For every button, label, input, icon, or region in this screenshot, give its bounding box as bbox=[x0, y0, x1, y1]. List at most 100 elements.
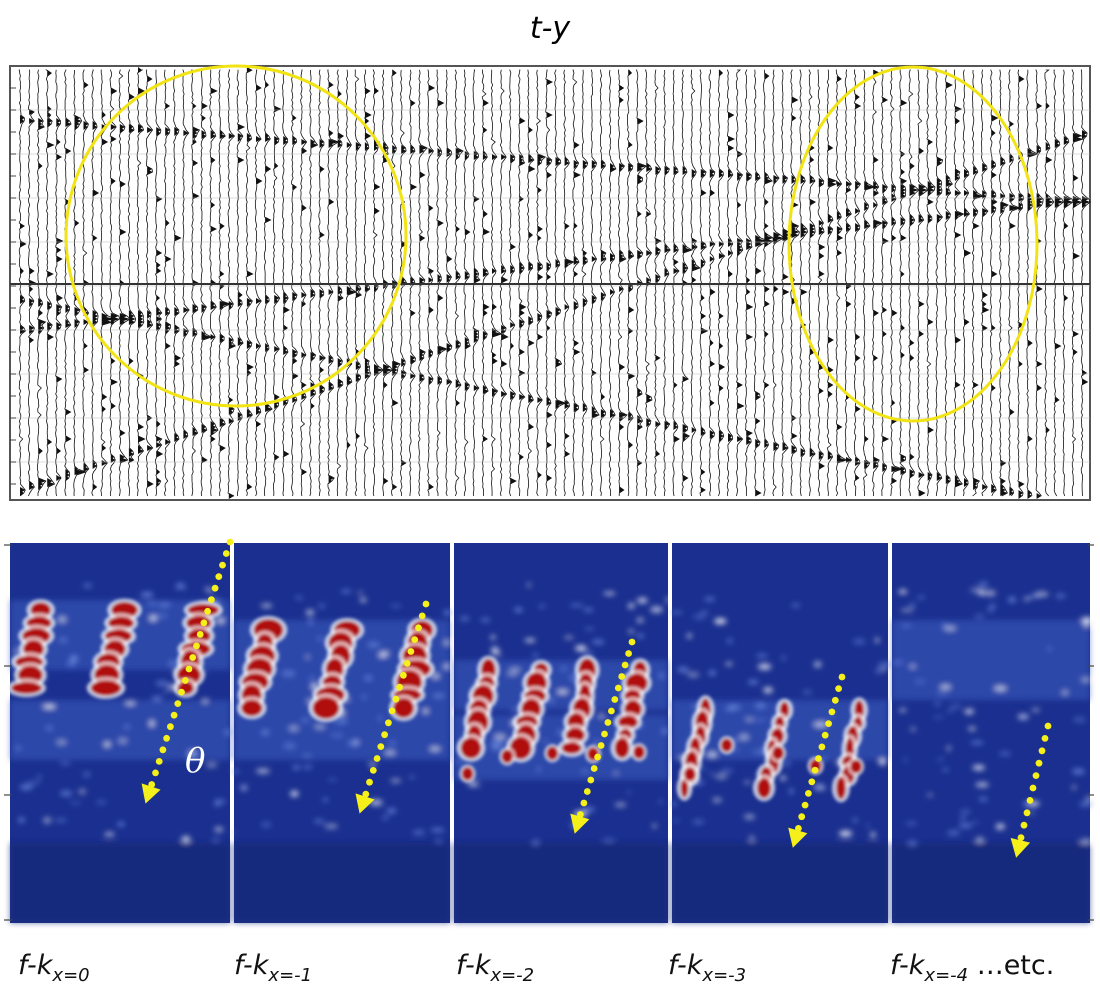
seismic-trace bbox=[436, 69, 448, 496]
seismic-trace bbox=[291, 69, 299, 497]
noise-speckle bbox=[699, 610, 709, 615]
seismic-trace bbox=[944, 69, 953, 497]
seismic-trace bbox=[472, 69, 481, 497]
trace-peak-fill bbox=[737, 151, 744, 442]
noise-speckle bbox=[970, 820, 980, 825]
arrow-dot bbox=[580, 799, 588, 807]
energy-blob bbox=[680, 778, 689, 798]
noise-speckle bbox=[958, 823, 973, 829]
energy-band bbox=[10, 700, 230, 760]
arrow-dot bbox=[193, 642, 200, 650]
trace-peak-fill bbox=[746, 172, 753, 445]
noise-speckle bbox=[493, 734, 506, 740]
trace-peak-fill bbox=[1072, 133, 1084, 355]
seismic-section bbox=[9, 64, 1091, 501]
trace-peak-fill bbox=[174, 127, 181, 442]
arrow-dot bbox=[811, 766, 819, 774]
seismic-trace bbox=[590, 69, 600, 497]
noise-speckle bbox=[972, 765, 985, 771]
seismic-trace bbox=[390, 69, 401, 497]
noise-speckle bbox=[155, 680, 169, 687]
seismic-trace bbox=[236, 69, 246, 496]
seismic-trace bbox=[18, 69, 27, 497]
seismic-trace bbox=[118, 69, 131, 497]
noise-speckle bbox=[208, 587, 213, 594]
bottom-axis-ticks bbox=[4, 544, 1094, 921]
noise-speckle bbox=[54, 818, 67, 823]
trace-peak-fill bbox=[110, 88, 120, 463]
noise-speckle bbox=[707, 751, 718, 759]
trace-peak-fill bbox=[991, 115, 998, 493]
arrow-head bbox=[570, 813, 590, 834]
noise-speckle bbox=[1081, 617, 1093, 623]
arrow-dot bbox=[407, 648, 415, 655]
noise-speckle bbox=[309, 675, 316, 682]
seismic-trace bbox=[127, 69, 137, 497]
noise-speckle bbox=[308, 618, 313, 625]
noise-speckle bbox=[878, 758, 887, 766]
noise-speckle bbox=[490, 741, 504, 748]
arrow-dot bbox=[828, 708, 836, 716]
noise-speckle bbox=[423, 708, 429, 714]
noise-speckle bbox=[140, 591, 154, 598]
trace-peak-fill bbox=[619, 85, 628, 493]
trace-peak-fill bbox=[700, 169, 708, 493]
noise-speckle bbox=[909, 664, 917, 669]
arrow-dot bbox=[1035, 759, 1043, 767]
noise-speckle bbox=[290, 790, 299, 797]
trace-peak-fill bbox=[310, 139, 318, 409]
noise-speckle bbox=[323, 797, 328, 802]
noise-speckle bbox=[158, 602, 171, 608]
seismic-trace bbox=[799, 69, 808, 497]
arrow-dot bbox=[1020, 821, 1028, 829]
arrow-dot bbox=[170, 711, 178, 719]
noise-speckle bbox=[598, 714, 605, 718]
fk-panel bbox=[231, 543, 453, 923]
trace-peak-fill bbox=[573, 142, 580, 412]
seismic-trace bbox=[454, 69, 464, 497]
trace-peak-fill bbox=[292, 115, 298, 403]
noise-speckle bbox=[781, 654, 786, 662]
noise-speckle bbox=[865, 822, 870, 828]
noise-speckle bbox=[613, 771, 619, 776]
energy-blob bbox=[720, 738, 733, 753]
noise-speckle bbox=[19, 783, 33, 791]
noise-speckle bbox=[756, 654, 768, 658]
noise-speckle bbox=[670, 610, 684, 615]
noise-speckle bbox=[223, 729, 233, 736]
trace-peak-fill bbox=[147, 76, 153, 487]
noise-speckle bbox=[936, 758, 945, 762]
trace-peak-fill bbox=[936, 157, 943, 481]
energy-blob bbox=[461, 766, 474, 781]
seismic-trace bbox=[381, 69, 394, 497]
noise-speckle bbox=[658, 672, 665, 679]
noise-speckle bbox=[314, 724, 326, 730]
noise-speckle bbox=[96, 800, 107, 805]
noise-speckle bbox=[946, 708, 955, 713]
energy-blob bbox=[90, 680, 122, 696]
seismic-trace bbox=[962, 69, 972, 497]
noise-speckle bbox=[124, 724, 130, 730]
noise-speckle bbox=[946, 830, 961, 836]
noise-speckle bbox=[429, 746, 441, 752]
arrow-dot bbox=[608, 707, 615, 715]
noise-speckle bbox=[1007, 596, 1017, 603]
noise-speckle bbox=[591, 639, 605, 645]
noise-speckle bbox=[1080, 677, 1092, 683]
seismic-trace bbox=[527, 69, 536, 496]
noise-speckle bbox=[408, 775, 416, 779]
noise-speckle bbox=[813, 721, 828, 728]
noise-speckle bbox=[491, 746, 502, 751]
noise-speckle bbox=[103, 741, 111, 748]
energy-blob bbox=[614, 737, 630, 759]
noise-speckle bbox=[443, 610, 452, 616]
noise-speckle bbox=[514, 607, 523, 613]
low-energy-zone bbox=[234, 843, 450, 923]
noise-speckle bbox=[708, 771, 715, 776]
arrow-dot bbox=[369, 767, 377, 774]
arrow-dot bbox=[219, 561, 226, 569]
noise-speckle bbox=[151, 695, 163, 702]
noise-speckle bbox=[154, 612, 168, 620]
noise-speckle bbox=[104, 832, 115, 837]
energy-blob bbox=[618, 715, 638, 729]
